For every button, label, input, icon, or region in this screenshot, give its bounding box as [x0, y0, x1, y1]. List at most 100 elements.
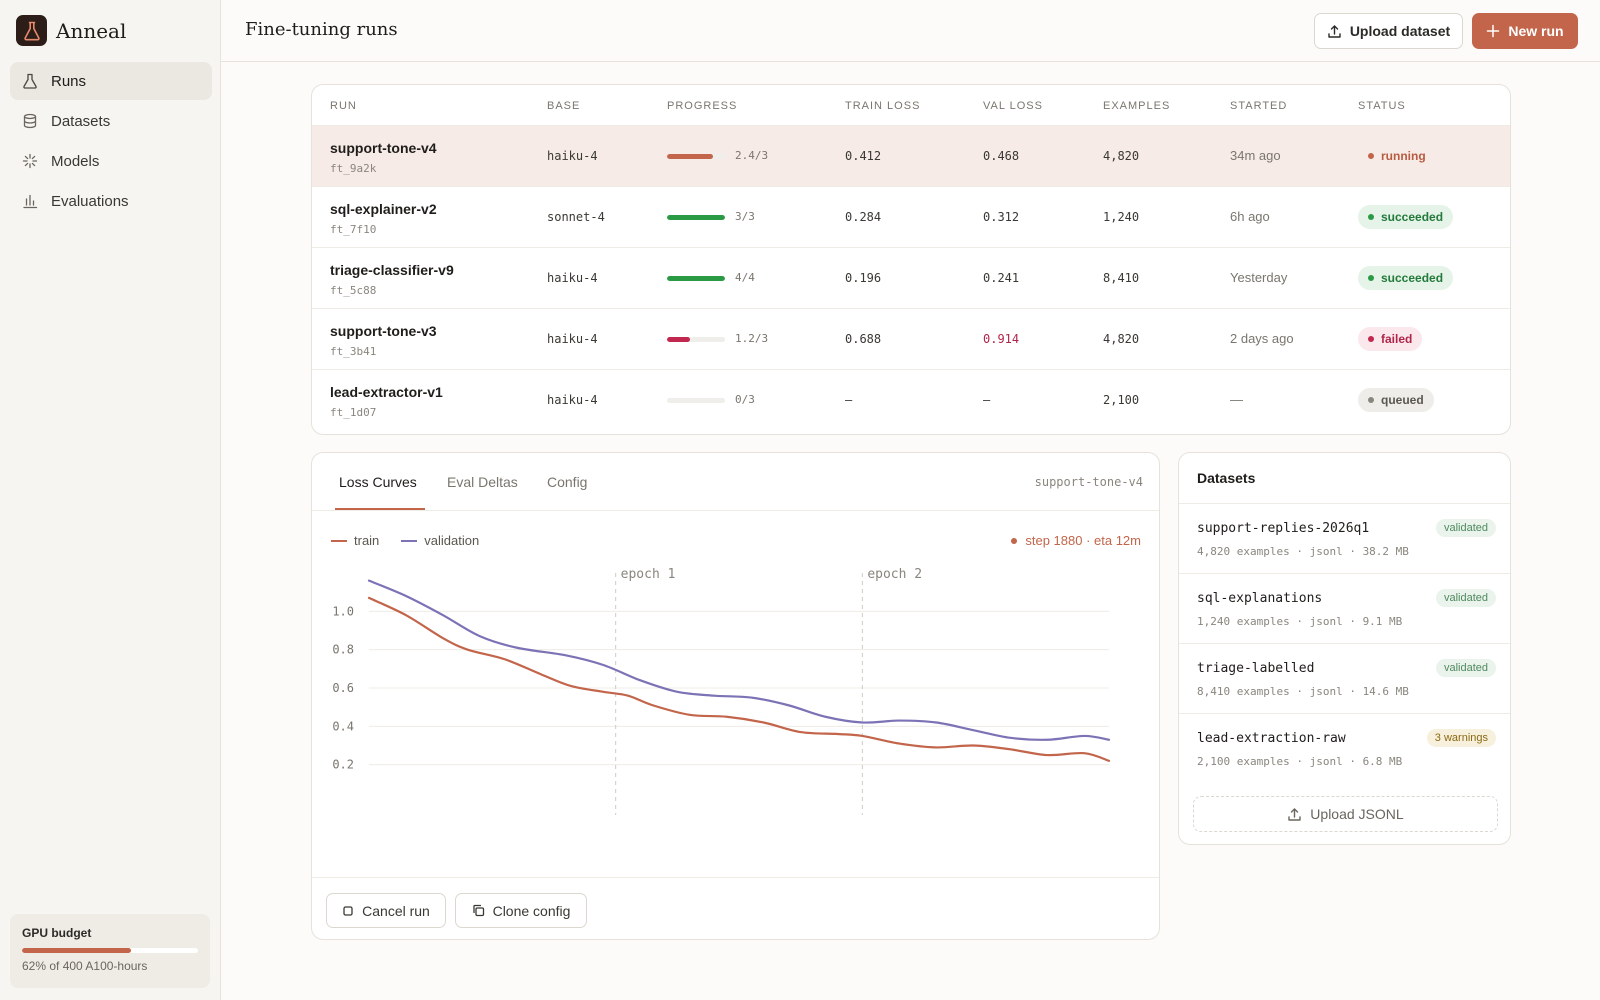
table-row[interactable]: support-tone-v3 ft_3b41 haiku-4 1.2/3 0.688 0…: [312, 308, 1510, 369]
dataset-status-badge: validated: [1435, 589, 1496, 607]
run-name[interactable]: triage-classifier-v9: [330, 262, 454, 278]
brand[interactable]: Anneal: [16, 15, 126, 46]
status-text: queued: [1381, 393, 1424, 407]
list-item[interactable]: support-replies-2026q1 4,820 examples · j…: [1179, 503, 1510, 573]
examples-count: 8,410: [1103, 271, 1140, 285]
progress-bar: [667, 154, 725, 159]
datasets-title: Datasets: [1197, 470, 1256, 486]
examples-count: 4,820: [1103, 149, 1140, 163]
table-row[interactable]: lead-extractor-v1 ft_1d07 haiku-4 0/3 — — 2,10…: [312, 369, 1510, 430]
status-cell: succeeded: [1358, 205, 1454, 229]
series-line-train: [367, 596, 1111, 762]
legend-label-validation: validation: [424, 533, 480, 548]
progress-bar: [667, 276, 725, 281]
progress-label: 0/3: [735, 393, 755, 406]
status-cell: failed: [1358, 327, 1423, 351]
status-cell: queued: [1358, 388, 1434, 412]
page-header: Fine-tuning runs Upload dataset New run: [221, 0, 1600, 62]
tab-eval-deltas[interactable]: Eval Deltas: [447, 474, 518, 490]
list-item[interactable]: lead-extraction-raw 2,100 examples · json…: [1179, 713, 1510, 783]
column-header-val-loss[interactable]: VAL LOSS: [983, 100, 1043, 112]
status-cell: running: [1358, 144, 1436, 168]
sidebar-item-runs[interactable]: Runs: [10, 62, 212, 100]
column-header-progress[interactable]: PROGRESS: [667, 100, 738, 112]
legend-swatch-validation: [401, 539, 418, 542]
runs-table: RUN BASE PROGRESS TRAIN LOSS VAL LOSS EX…: [311, 84, 1511, 435]
upload-jsonl-button[interactable]: Upload JSONL: [1193, 796, 1498, 832]
sparkle-icon: [21, 152, 39, 170]
sidebar-item-label: Models: [51, 152, 100, 170]
upload-icon: [1287, 807, 1302, 822]
progress-cell: 3/3: [667, 210, 807, 223]
run-id: ft_7f10: [330, 223, 377, 236]
tab-config[interactable]: Config: [547, 474, 588, 490]
selected-run-name: support-tone-v4: [1034, 475, 1143, 489]
sidebar-item-models[interactable]: Models: [10, 142, 212, 180]
dataset-name[interactable]: support-replies-2026q1: [1197, 521, 1370, 536]
progress-cell: 2.4/3: [667, 149, 807, 162]
dataset-meta: 4,820 examples · jsonl · 38.2 MB: [1197, 545, 1409, 558]
sidebar-item-evaluations[interactable]: Evaluations: [10, 182, 212, 220]
app-name: Anneal: [56, 18, 127, 43]
upload-dataset-label: Upload dataset: [1349, 23, 1451, 39]
gpu-budget-text: 62% of 400 A100-hours: [22, 959, 148, 973]
upload-dataset-button[interactable]: Upload dataset: [1314, 13, 1463, 49]
dataset-name[interactable]: triage-labelled: [1197, 661, 1315, 676]
run-name[interactable]: support-tone-v4: [330, 140, 437, 156]
train-loss: —: [845, 393, 853, 407]
clone-config-label: Clone config: [492, 902, 571, 919]
progress-bar: [667, 337, 725, 342]
column-header-started[interactable]: STARTED: [1230, 100, 1288, 112]
status-dot-icon: [1368, 153, 1374, 159]
active-tab-indicator: [335, 508, 425, 510]
progress-label: 3/3: [735, 210, 755, 223]
sidebar-item-datasets[interactable]: Datasets: [10, 102, 212, 140]
dataset-status-badge: validated: [1435, 659, 1496, 677]
column-header-status[interactable]: STATUS: [1358, 100, 1406, 112]
progress-fill: [667, 337, 691, 342]
sidebar-item-label: Evaluations: [51, 192, 129, 210]
list-item[interactable]: sql-explanations 1,240 examples · jsonl ·…: [1179, 573, 1510, 643]
tab-loss-curves[interactable]: Loss Curves: [339, 474, 417, 490]
status-dot-icon: [1368, 397, 1374, 403]
table-row[interactable]: support-tone-v4 ft_9a2k haiku-4 2.4/3 0.412 0…: [312, 125, 1510, 186]
progress-bar: [667, 398, 725, 403]
started-time: Yesterday: [1230, 270, 1288, 285]
column-header-train-loss[interactable]: TRAIN LOSS: [845, 100, 921, 112]
status-cell: succeeded: [1358, 266, 1454, 290]
run-id: ft_3b41: [330, 345, 377, 358]
progress-bar: [667, 215, 725, 220]
column-header-run[interactable]: RUN: [330, 100, 357, 112]
new-run-button[interactable]: New run: [1472, 13, 1578, 49]
y-tick-label: 1.0: [332, 604, 354, 618]
status-text: succeeded: [1381, 271, 1444, 285]
sidebar: Anneal Runs Datasets Models Evaluations: [0, 0, 221, 1000]
table-row[interactable]: sql-explainer-v2 ft_7f10 sonnet-4 3/3 0.284 0…: [312, 186, 1510, 247]
list-item[interactable]: triage-labelled 8,410 examples · jsonl · …: [1179, 643, 1510, 713]
cancel-run-button[interactable]: Cancel run: [326, 893, 446, 928]
progress-label: 4/4: [735, 271, 755, 284]
table-row[interactable]: triage-classifier-v9 ft_5c88 haiku-4 4/4 0.1…: [312, 247, 1510, 308]
flask-logo-icon: [16, 15, 47, 46]
column-header-base[interactable]: BASE: [547, 100, 581, 112]
status-dot-icon: [1368, 336, 1374, 342]
run-name[interactable]: support-tone-v3: [330, 323, 437, 339]
examples-count: 1,240: [1103, 210, 1140, 224]
progress-label: 1.2/3: [735, 332, 769, 345]
progress-fill: [667, 215, 725, 220]
run-name[interactable]: lead-extractor-v1: [330, 384, 443, 400]
dataset-name[interactable]: sql-explanations: [1197, 591, 1323, 606]
run-detail-panel: Loss Curves Eval Deltas Config support-t…: [311, 452, 1160, 940]
stop-icon: [342, 905, 354, 917]
dataset-name[interactable]: lead-extraction-raw: [1197, 731, 1346, 746]
status-text: failed: [1381, 332, 1413, 346]
sidebar-nav: Runs Datasets Models Evaluations: [10, 62, 212, 222]
cancel-run-label: Cancel run: [362, 902, 430, 919]
column-header-examples[interactable]: EXAMPLES: [1103, 100, 1171, 112]
examples-count: 2,100: [1103, 393, 1140, 407]
clone-config-button[interactable]: Clone config: [455, 893, 587, 928]
train-loss: 0.412: [845, 149, 882, 163]
run-cell: lead-extractor-v1 ft_1d07: [330, 384, 443, 419]
sidebar-item-label: Runs: [51, 72, 87, 90]
run-name[interactable]: sql-explainer-v2: [330, 201, 437, 217]
